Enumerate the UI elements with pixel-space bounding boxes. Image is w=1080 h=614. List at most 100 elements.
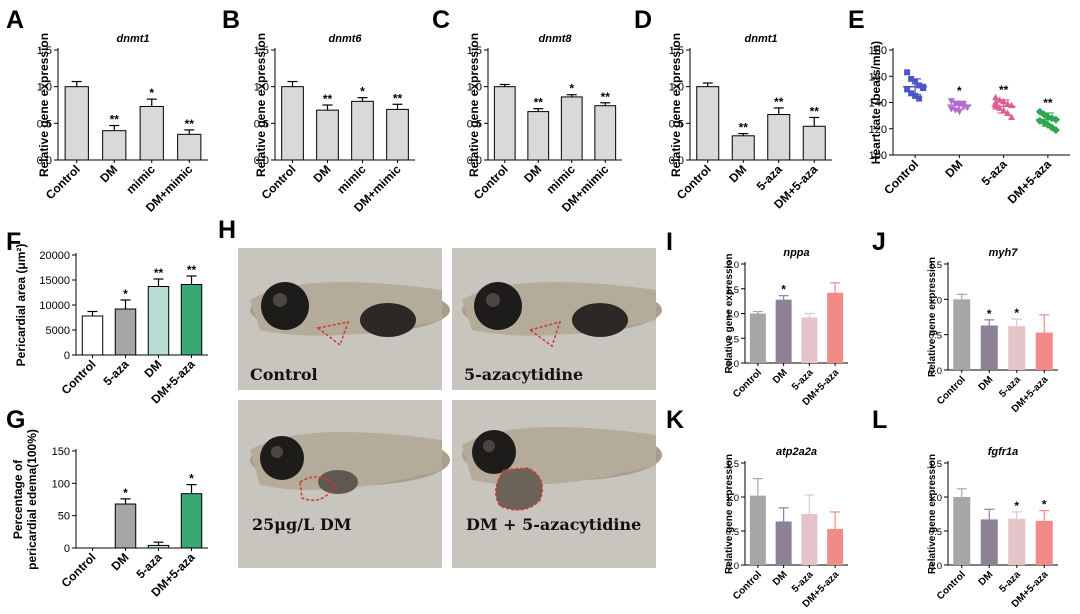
y-tick-label-f-1: 5000 [46,325,70,337]
x-tick-label-l-1: DM [977,569,996,588]
y-tick-label-l-3: 1.5 [929,459,942,470]
y-axis-label-c: Relative gene expression [467,33,481,177]
panel-letter-l: L [872,406,887,434]
y-tick-label-e-3: 160 [869,71,887,83]
y-tick-label-g-0: 0 [64,543,70,555]
point-e-1-8 [959,100,967,108]
x-tick-label-l-2: 5-aza [997,569,1023,595]
bar-j-3 [1035,332,1053,370]
significance-l-3: * [1042,498,1047,512]
bar-i-3 [827,292,844,363]
x-tick-label-j-0: Control [935,374,968,407]
point-e-0-0 [904,69,911,76]
bar-c-1 [527,111,550,161]
x-tick-label-g-1: DM [109,550,132,573]
y-tick-label-j-2: 1.0 [929,295,942,306]
point-e-2-3 [1004,100,1012,107]
bar-a-3 [177,133,202,161]
bar-g-1 [114,503,137,549]
y-tick-label-c-0: 0.0 [467,155,482,167]
y-tick-label-d-2: 1.0 [669,82,684,94]
y-tick-label-j-0: 0.0 [929,366,942,377]
x-tick-label-g-0: Control [59,550,99,590]
x-tick-label-a-2: mimic [123,162,158,197]
bar-a-2 [139,105,164,161]
y-tick-label-k-2: 1.0 [726,493,739,504]
bar-d-2 [767,114,791,161]
bar-k-1 [775,521,792,565]
point-e-0-8 [916,95,923,102]
y-tick-label-e-1: 120 [869,124,887,136]
y-tick-label-c-2: 1.0 [467,82,482,94]
point-e-1-0 [947,98,955,105]
y-tick-label-f-0: 0 [64,350,70,362]
x-tick-label-k-1: DM [771,569,790,588]
bar-b-2 [351,100,374,161]
y-tick-label-a-1: 0.5 [37,118,52,130]
panel-letter-g: G [6,406,25,434]
significance-d-1: ** [739,121,749,135]
significance-a-2: * [149,86,154,100]
significance-e-2: ** [999,83,1009,97]
bar-f-0 [81,315,104,356]
x-tick-label-f-2: DM [142,357,165,380]
y-tick-label-d-3: 1.5 [669,45,684,57]
significance-i-1: * [781,283,786,297]
y-axis-label-k: Relative gene expression [724,454,735,574]
x-tick-label-j-1: DM [977,374,996,393]
significance-a-1: ** [110,113,120,127]
chart-title-i: nppa [783,247,809,259]
significance-j-1: * [987,307,992,321]
x-tick-label-i-0: Control [731,367,764,400]
bar-l-3 [1035,520,1053,565]
significance-g-3: * [189,472,194,486]
significance-c-3: ** [601,90,611,104]
y-tick-label-a-3: 1.5 [37,45,52,57]
photo-label-control: Control [250,365,318,384]
x-tick-label-d-1: DM [726,162,749,185]
y-axis-label-b: Relative gene expression [254,33,268,177]
x-tick-label-c-1: DM [521,162,544,185]
y-tick-label-a-2: 1.0 [37,82,52,94]
panel-letter-j: J [872,228,886,256]
chart-g: 0 50 100 150 Percentage of pericardial edema(… [11,429,208,599]
bar-f-3 [180,284,203,356]
bar-j-2 [1008,326,1026,370]
significance-f-3: ** [187,263,197,277]
y-tick-label-k-1: 0.5 [726,527,739,538]
significance-d-3: ** [810,104,820,118]
panel-letter-a: A [6,6,24,34]
photo-label-dm: 25μg/L DM [252,515,351,534]
chart-title-a: dnmt1 [117,33,150,45]
y-axis-label-g-line-0: Percentage of [11,459,25,539]
x-tick-label-j-2: 5-aza [997,374,1023,400]
chart-title-c: dnmt8 [539,33,573,45]
bar-k-3 [827,528,844,565]
significance-c-1: ** [534,96,544,110]
y-tick-label-b-1: 0.5 [254,118,269,130]
y-tick-label-f-2: 10000 [39,300,70,312]
y-tick-label-e-4: 180 [869,45,887,57]
point-e-3-9 [1051,126,1060,135]
y-axis-label-e: Heart rate (beats/min) [869,41,883,164]
point-e-0-7 [912,92,919,99]
chart-title-l: fgfr1a [988,446,1019,458]
y-tick-label-e-0: 100 [869,150,887,162]
panel-letter-e: E [848,6,865,34]
significance-e-1: * [957,84,962,98]
y-tick-label-k-0: 0.0 [726,561,739,572]
bar-g-3 [180,493,203,549]
x-tick-label-e-0: Control [881,157,921,197]
significance-g-1: * [123,486,128,500]
bar-l-2 [1008,518,1026,565]
y-axis-label-a: Relative gene expression [37,33,51,177]
x-tick-label-b-1: DM [311,162,334,185]
photo-label-dm-5-azacytidine: DM + 5-azacytidine [466,515,641,534]
